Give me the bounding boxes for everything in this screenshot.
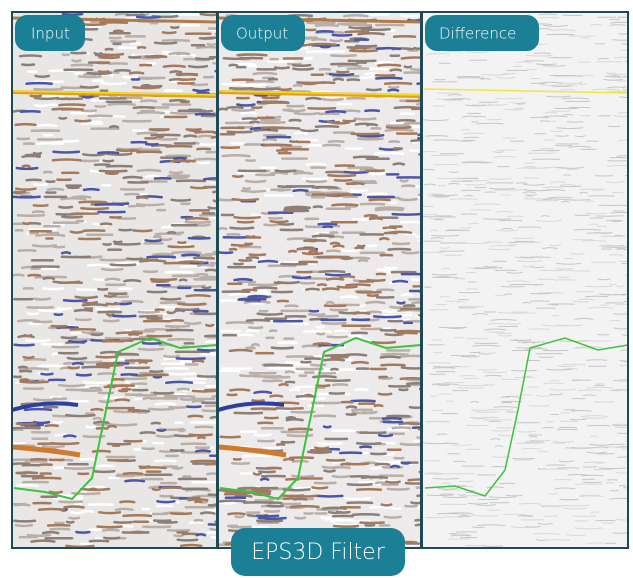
caption: EPS3D Filter bbox=[251, 540, 386, 565]
seismic-comparison: Input Output Difference EPS3D Filter bbox=[0, 0, 633, 578]
panel-label: Output bbox=[236, 25, 288, 43]
panel-label: Difference bbox=[439, 25, 516, 43]
panel-label: Input bbox=[31, 25, 70, 43]
